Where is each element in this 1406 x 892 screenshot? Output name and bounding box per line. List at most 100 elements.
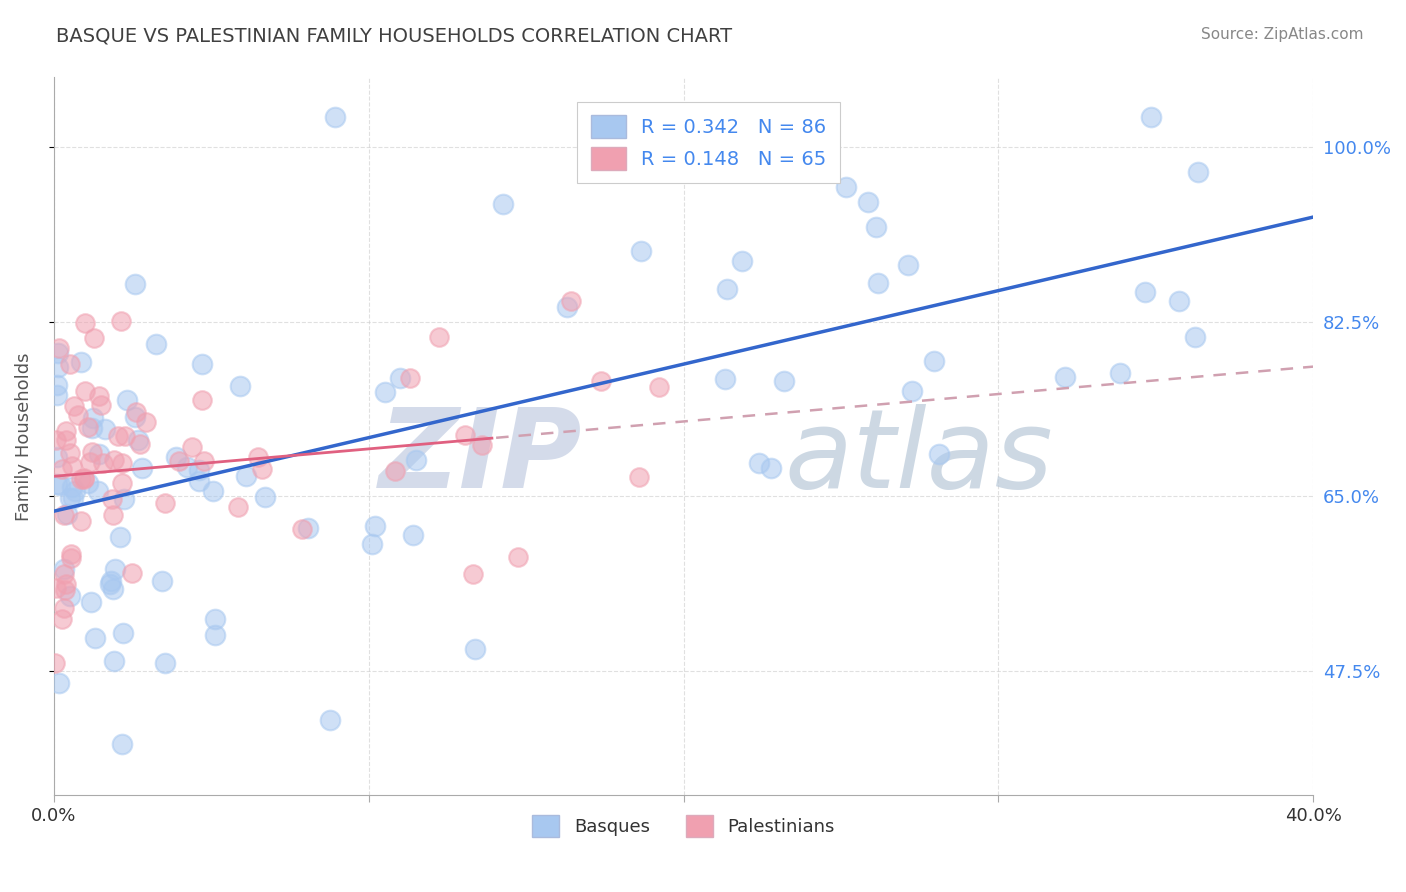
Point [87,447,110,461]
Point [52,567,75,582]
Point [73,470,96,484]
Point [45,434,67,448]
Point [901,384,924,398]
Point [202,484,225,499]
Point [471,438,494,452]
Point [46,477,69,491]
Point [398,371,420,385]
Point [464,641,486,656]
Point [46,345,69,359]
Point [492,197,515,211]
Point [169,454,191,468]
Point [67,408,90,422]
Point [55,424,77,438]
Point [70,355,93,369]
Point [124,409,146,424]
Point [773,375,796,389]
Point [65,484,87,499]
Point [922,354,945,368]
Point [49,477,72,491]
Point [46,377,69,392]
Point [51,612,73,626]
Point [90,398,112,412]
Point [856,195,879,210]
Point [557,300,579,314]
Point [129,437,152,451]
Point [104,562,127,576]
Point [62,491,84,505]
Point [112,492,135,507]
Point [716,281,738,295]
Point [297,521,319,535]
Point [508,549,530,564]
Point [235,468,257,483]
Point [402,528,425,542]
Point [73,316,96,330]
Point [131,460,153,475]
Point [193,454,215,468]
Point [76,476,98,491]
Point [59,357,82,371]
Point [94,422,117,436]
Point [46,360,69,375]
Point [204,628,226,642]
Point [630,244,652,258]
Point [389,371,412,385]
Point [928,447,950,461]
Point [79,595,101,609]
Point [188,474,211,488]
Point [103,453,125,467]
Point [319,713,342,727]
Point [1187,165,1209,179]
Point [125,405,148,419]
Text: Source: ZipAtlas.com: Source: ZipAtlas.com [1201,27,1364,42]
Point [454,428,477,442]
Point [1109,366,1132,380]
Point [1184,330,1206,344]
Point [72,473,94,487]
Point [150,574,173,588]
Point [748,456,770,470]
Point [80,421,103,435]
Point [59,547,82,561]
Point [188,463,211,477]
Point [91,456,114,470]
Point [628,470,651,484]
Point [405,453,427,467]
Point [100,574,122,589]
Point [101,508,124,523]
Point [53,600,76,615]
Point [246,450,269,464]
Point [98,576,121,591]
Point [124,277,146,291]
Point [44,656,66,670]
Point [46,387,69,401]
Point [60,551,83,566]
Point [228,500,250,514]
Point [115,393,138,408]
Point [60,480,83,494]
Point [86,483,108,498]
Point [181,440,204,454]
Point [1167,294,1189,309]
Point [121,566,143,580]
Point [52,562,75,576]
Point [48,676,70,690]
Point [45,581,67,595]
Point [135,415,157,429]
Point [60,458,83,473]
Point [176,459,198,474]
Point [110,314,132,328]
Y-axis label: Family Households: Family Households [15,352,32,521]
Point [155,496,177,510]
Point [69,472,91,486]
Point [191,392,214,407]
Point [730,253,752,268]
Point [87,389,110,403]
Point [166,450,188,465]
Legend: Basques, Palestinians: Basques, Palestinians [524,807,842,844]
Point [51,462,73,476]
Point [229,378,252,392]
Point [204,612,226,626]
Point [77,420,100,434]
